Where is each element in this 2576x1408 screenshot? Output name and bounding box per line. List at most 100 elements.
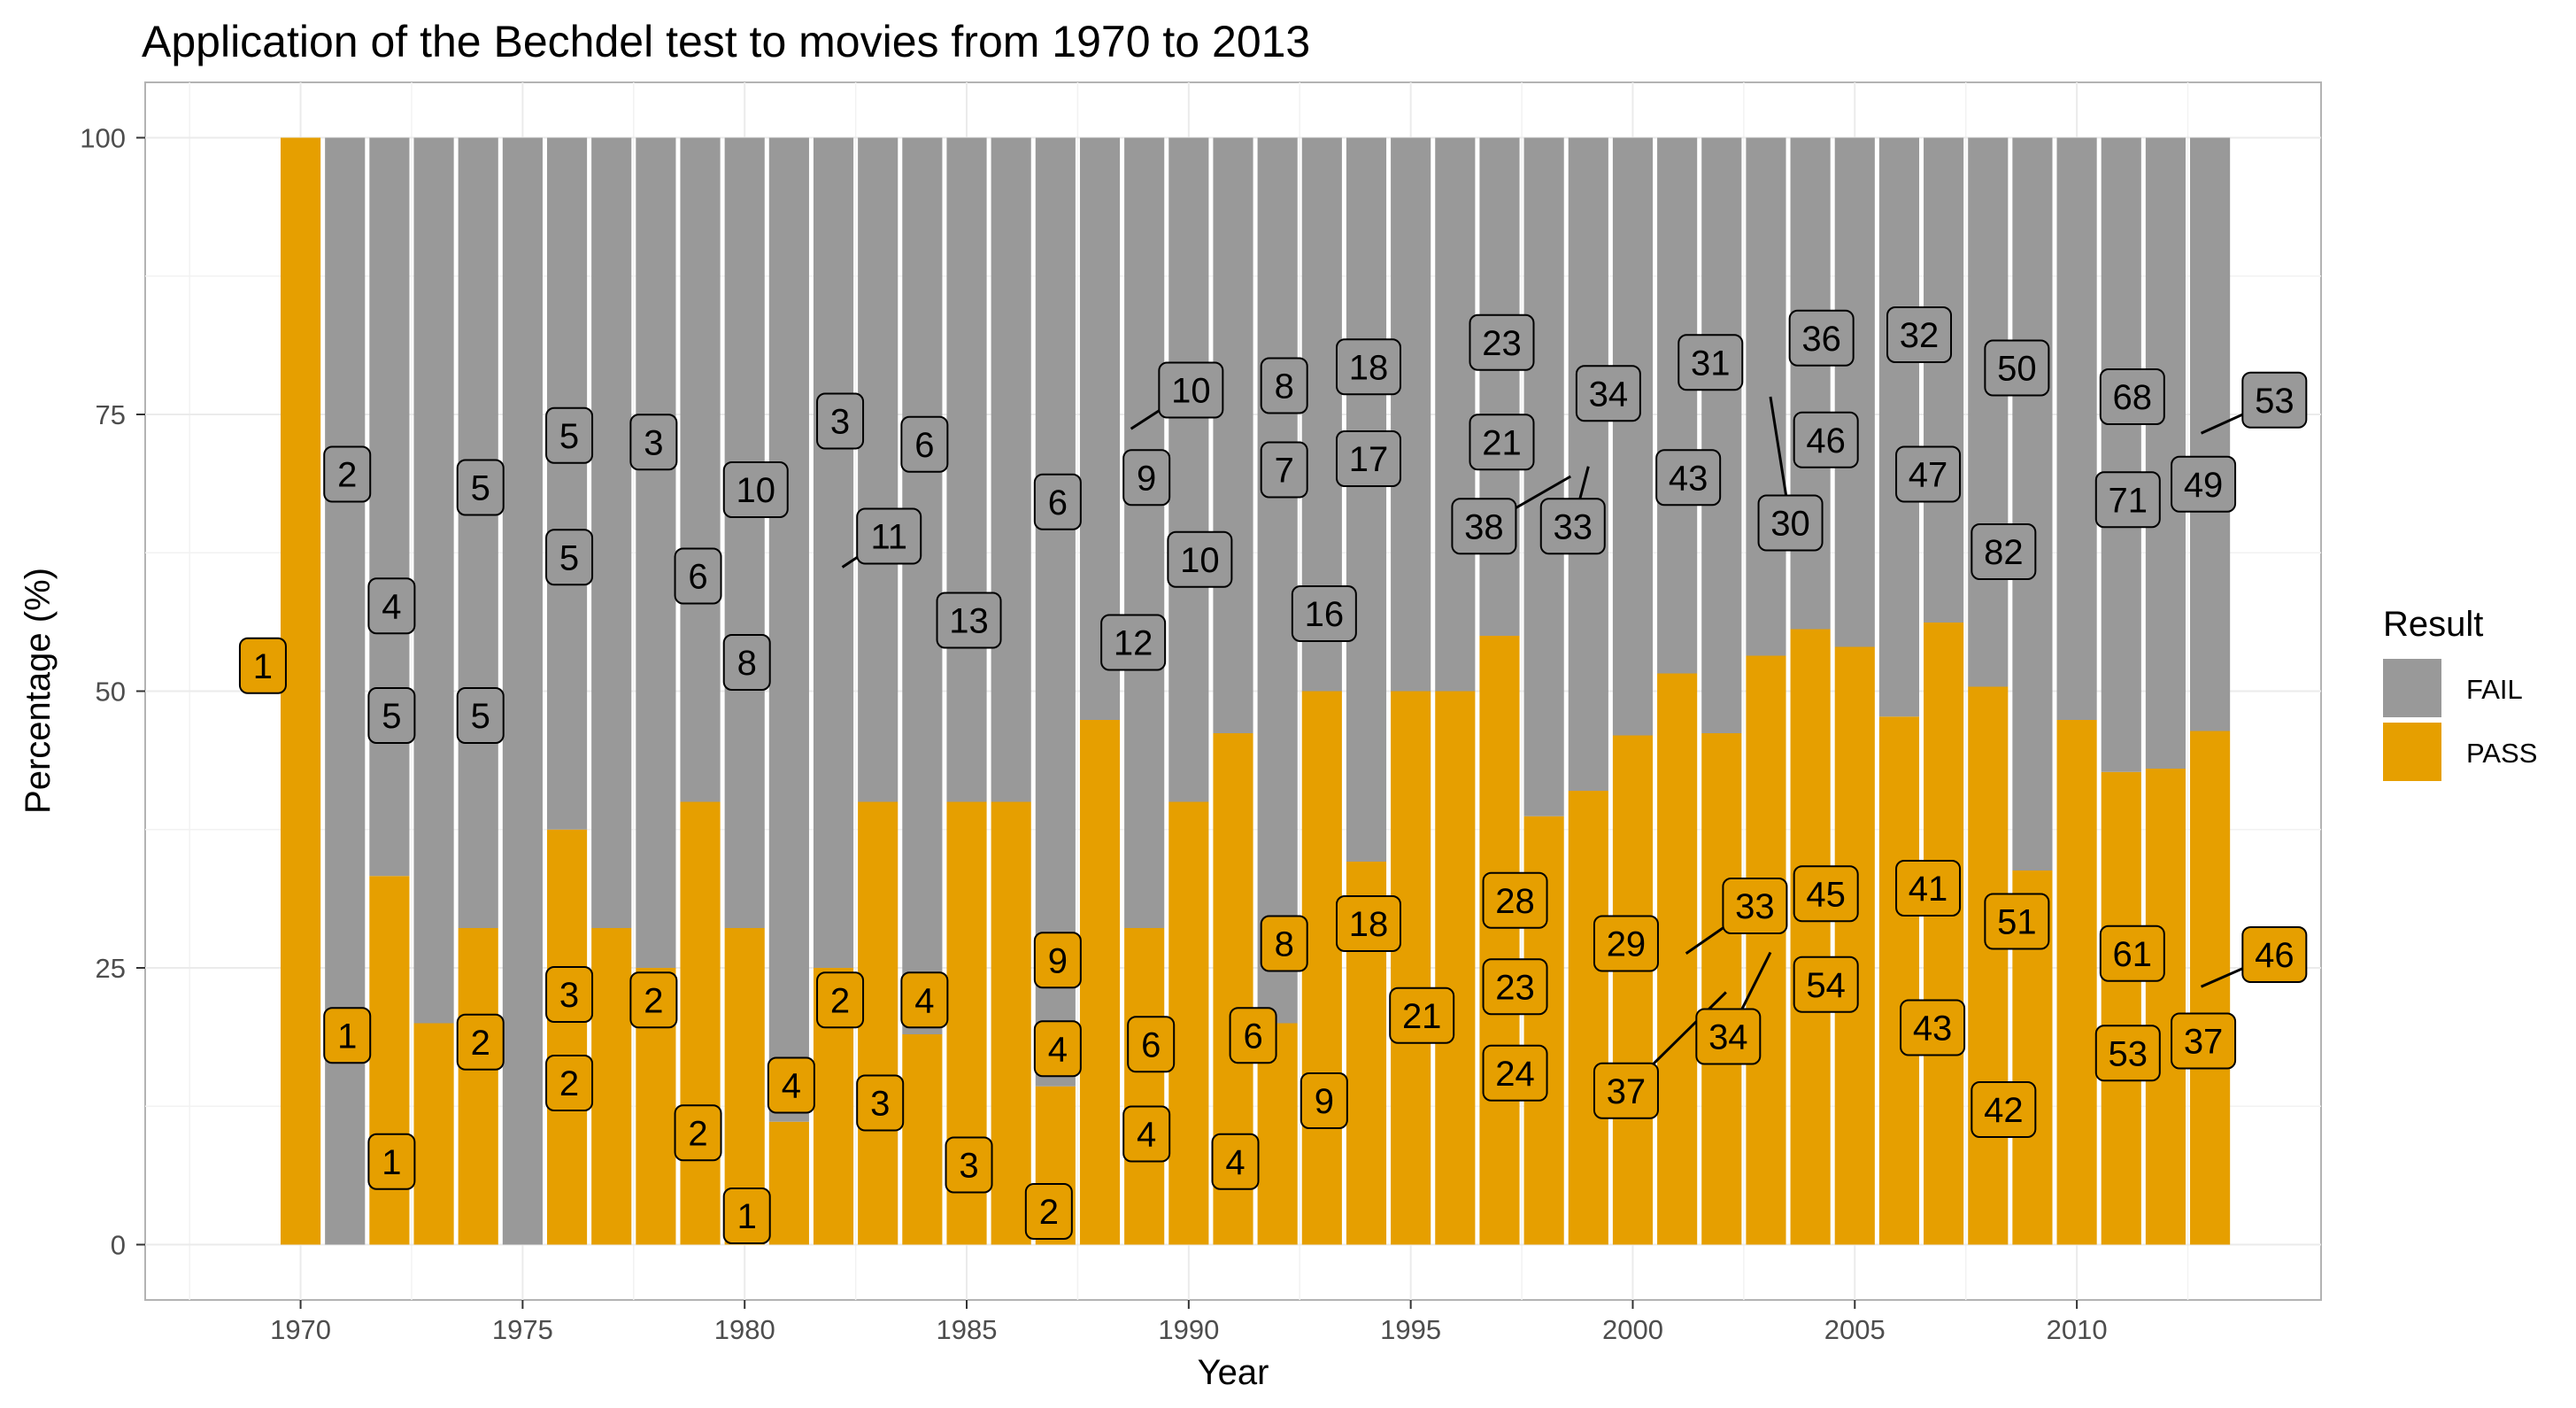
- label-box-pass: [674, 1104, 722, 1162]
- data-label: 33: [1553, 507, 1593, 546]
- bar-fail-1974: [458, 137, 498, 928]
- chart-title: Application of the Bechdel test to movie…: [142, 17, 1310, 66]
- data-label: 32: [1900, 316, 1940, 355]
- data-label: 6: [1048, 484, 1068, 522]
- bar-fail-1994: [1346, 137, 1387, 862]
- data-label: 1: [337, 1017, 357, 1056]
- bar-fail-1976: [546, 137, 588, 830]
- label-box-fail: [545, 529, 594, 586]
- data-label: 7: [1275, 452, 1294, 491]
- label-box-fail: [1895, 445, 1962, 503]
- label-box-pass: [816, 971, 865, 1029]
- bar-pass-1976: [546, 829, 588, 1245]
- label-box-pass: [1122, 1105, 1171, 1163]
- data-label: 30: [1770, 505, 1810, 544]
- bar-fail-1975: [502, 137, 543, 1245]
- bar-pass-2008: [1968, 686, 2009, 1245]
- y-axis-title: Percentage (%): [19, 568, 58, 814]
- label-box-fail: [1575, 365, 1641, 422]
- legend-label-pass: PASS: [2466, 738, 2537, 769]
- bar-fail-2000: [1612, 137, 1654, 736]
- bar-fail-1981: [768, 137, 809, 1122]
- data-label: 3: [830, 403, 850, 442]
- data-label: 2: [1039, 1193, 1059, 1232]
- label-box-fail: [2171, 455, 2237, 513]
- data-label: 13: [949, 602, 989, 641]
- y-tick-label: 50: [96, 677, 126, 708]
- bar-fail-2003: [1746, 137, 1786, 656]
- data-label: 8: [737, 644, 757, 683]
- x-tick-label: 2005: [1824, 1314, 1886, 1345]
- x-tick-label: 1985: [937, 1314, 998, 1345]
- label-box-fail: [936, 592, 1002, 649]
- data-label: 6: [688, 558, 707, 597]
- data-label: 51: [1997, 903, 2037, 942]
- data-label: 43: [1669, 459, 1708, 498]
- label-box-pass: [1211, 1133, 1260, 1190]
- bar-pass-2001: [1657, 673, 1698, 1245]
- bar-fail-1999: [1568, 137, 1608, 791]
- data-label: 33: [1735, 887, 1775, 926]
- data-label: 37: [2184, 1023, 2224, 1062]
- y-tick-label: 0: [111, 1230, 126, 1261]
- label-box-pass: [1033, 932, 1082, 989]
- bar-pass-1977: [591, 928, 632, 1245]
- label-box-pass: [1722, 878, 1788, 934]
- label-box-fail: [1167, 530, 1233, 588]
- bar-pass-1999: [1568, 791, 1608, 1245]
- label-box-pass: [1482, 1044, 1548, 1102]
- bar-fail-2012: [2145, 137, 2187, 769]
- label-box-pass: [1984, 893, 2050, 950]
- bar-fail-1985: [946, 137, 987, 802]
- bar-fail-2004: [1790, 137, 1831, 630]
- label-box-fail: [1158, 361, 1224, 419]
- bar-fail-2005: [1834, 137, 1875, 647]
- bar-fail-1987: [1035, 137, 1076, 1087]
- y-tick-label: 25: [96, 953, 126, 984]
- data-label: 53: [2109, 1034, 2148, 1073]
- label-box-fail: [2099, 368, 2165, 425]
- label-box-pass: [1024, 1183, 1073, 1240]
- bar-pass-2011: [2101, 771, 2141, 1245]
- label-box-pass: [367, 1133, 416, 1190]
- data-label: 34: [1589, 375, 1629, 414]
- label-box-pass: [1971, 1081, 2037, 1138]
- data-label: 45: [1806, 875, 1846, 914]
- bar-fail-1990: [1168, 137, 1209, 802]
- bar-pass-2005: [1834, 646, 1875, 1245]
- label-box-fail: [1260, 441, 1308, 499]
- data-label: 1: [253, 647, 273, 686]
- data-label: 1: [382, 1143, 401, 1182]
- data-label: 4: [382, 587, 401, 626]
- data-label: 2: [688, 1114, 707, 1153]
- y-tick-label: 100: [80, 123, 126, 154]
- bar-pass-1988: [1079, 720, 1121, 1245]
- bar-pass-2003: [1746, 655, 1786, 1245]
- data-label: 4: [782, 1067, 801, 1106]
- data-label: 9: [1315, 1082, 1334, 1121]
- data-label: 5: [559, 538, 579, 577]
- data-label: 36: [1801, 320, 1841, 359]
- data-label: 42: [1984, 1091, 2024, 1130]
- bar-fail-1971: [325, 137, 366, 1245]
- data-label: 34: [1708, 1018, 1748, 1057]
- x-tick-label: 1980: [714, 1314, 775, 1345]
- bar-fail-1978: [636, 137, 676, 968]
- label-box-fail: [629, 414, 678, 471]
- label-box-pass: [1033, 1020, 1082, 1078]
- label-box-fail: [1984, 339, 2050, 397]
- label-box-fail: [1655, 449, 1722, 507]
- data-label: 6: [914, 426, 934, 465]
- bar-pass-1997: [1479, 636, 1520, 1245]
- bar-pass-1970: [280, 137, 321, 1245]
- label-box-fail: [1677, 334, 1744, 391]
- bar-pass-1983: [858, 801, 899, 1245]
- bar-pass-1993: [1301, 691, 1342, 1245]
- bar-fail-1996: [1435, 137, 1476, 692]
- label-box-fail: [2094, 471, 2161, 529]
- label-box-pass: [767, 1056, 815, 1114]
- data-label: 18: [1349, 348, 1389, 387]
- bar-pass-1995: [1391, 691, 1431, 1245]
- data-label: 4: [1137, 1116, 1156, 1155]
- label-box-fail: [1033, 473, 1082, 530]
